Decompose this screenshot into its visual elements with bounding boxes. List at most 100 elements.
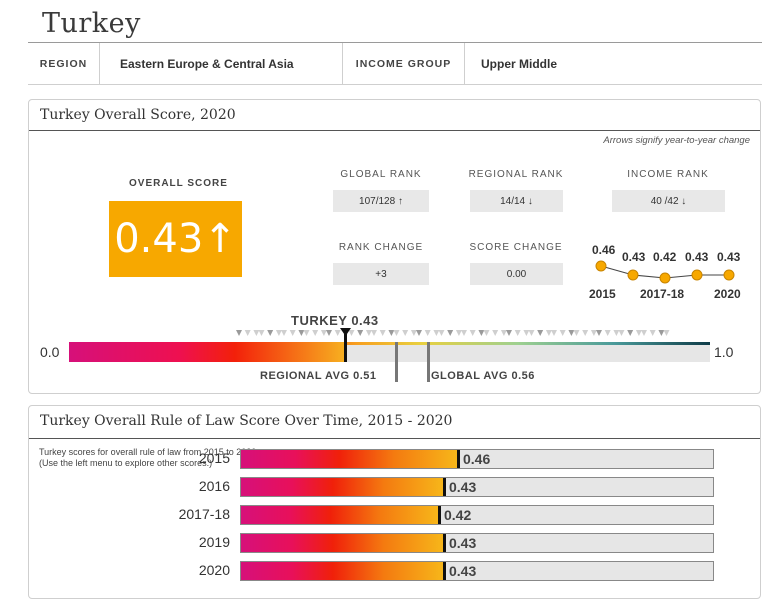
score-up-arrow-icon: ↑ [203,216,237,262]
history-score-marker [438,506,441,524]
country-distribution-marker [478,330,485,336]
country-distribution-marker [298,330,305,336]
score-change-value: 0.00 [470,263,563,285]
history-score-marker [443,562,446,580]
history-score-value: 0.43 [449,479,477,495]
global-rank-value: 107/128 ↑ [333,190,429,212]
global-avg-marker [427,342,430,382]
country-distribution-marker [469,330,476,336]
history-score-value: 0.42 [444,507,472,523]
history-score-marker [443,534,446,552]
regional-avg-marker [395,342,398,382]
overall-score-badge: 0.43 ↑ [109,201,242,277]
history-score-bar: 0.43 [240,477,714,497]
country-distribution-marker [388,330,395,336]
country-distribution-marker [528,330,535,336]
country-distribution-marker [658,330,665,336]
region-value: Eastern Europe & Central Asia [120,56,294,71]
trend-value-2015: 0.46 [592,243,616,257]
overall-card-title: Turkey Overall Score, 2020 [40,107,236,123]
country-triangle-icon [340,328,351,336]
trend-year-2017-18: 2017-18 [640,287,685,301]
country-distribution-markers [236,330,670,336]
trend-year-2020: 2020 [714,287,741,301]
income-label: INCOME GROUP [355,57,452,70]
history-score-bar: 0.42 [240,505,714,525]
country-distribution-marker [590,330,597,336]
history-score-fill [241,534,445,552]
country-distribution-marker [267,330,274,336]
trend-point [723,269,735,281]
history-year-label: 2015 [198,450,230,466]
country-distribution-marker [357,330,364,336]
history-score-fill [241,450,459,468]
country-distribution-marker [253,330,260,336]
country-distribution-marker [500,330,507,336]
income-label-cell: INCOME GROUP [343,43,465,84]
country-score-label: TURKEY 0.43 [291,313,379,328]
country-score-fill [69,342,345,362]
country-distribution-marker [416,330,422,336]
country-distribution-marker [506,330,512,336]
country-distribution-marker [627,330,634,336]
history-card-title: Turkey Overall Rule of Law Score Over Ti… [40,413,453,429]
country-distribution-marker [641,330,647,336]
country-distribution-marker [649,330,656,336]
country-distribution-marker [596,330,602,336]
title-divider [28,42,762,43]
score-change-label: SCORE CHANGE [469,242,563,253]
trend-value-2020: 0.43 [717,250,741,264]
country-distribution-marker [365,330,372,336]
country-distribution-marker [258,330,265,336]
region-label: REGION [39,57,88,70]
history-score-marker [443,478,446,496]
history-card-divider [29,438,760,439]
trend-value-2019: 0.43 [685,250,709,264]
region-value-cell: Eastern Europe & Central Asia [100,43,343,84]
country-distribution-marker [438,330,445,336]
country-distribution-marker [492,330,499,336]
trend-point [659,272,671,284]
scale-max-label: 1.0 [714,344,734,360]
history-score-fill [241,478,445,496]
scale-gradient-strip [69,342,710,345]
history-year-label: 2017-18 [178,506,230,522]
overall-score-label: OVERALL SCORE [129,178,228,189]
region-label-cell: REGION [28,43,100,84]
country-distribution-marker [604,330,611,336]
country-distribution-marker [402,330,409,336]
trend-point [627,269,639,281]
country-distribution-marker [289,330,296,336]
history-score-value: 0.43 [449,535,477,551]
country-distribution-marker [514,330,521,336]
trend-dots [595,260,735,284]
country-distribution-marker [433,330,440,336]
country-distribution-marker [320,330,327,336]
history-description: Turkey scores for overall rule of law fr… [39,447,259,468]
country-distribution-marker [244,330,251,336]
trend-point [691,269,703,281]
income-value: Upper Middle [481,56,558,71]
history-year-label: 2016 [198,478,230,494]
income-rank-label: INCOME RANK [627,169,709,180]
history-score-bar: 0.43 [240,533,714,553]
country-distribution-marker [236,330,242,336]
page-title: Turkey [42,8,141,39]
history-year-label: 2020 [198,562,230,578]
country-distribution-marker [537,330,544,336]
income-rank-value: 40 /42 ↓ [612,190,725,212]
income-value-cell: Upper Middle [465,43,665,84]
country-distribution-marker [551,330,557,336]
country-distribution-marker [559,330,566,336]
country-distribution-marker [410,330,417,336]
country-distribution-marker [371,330,377,336]
trend-point [595,260,607,272]
country-distribution-marker [379,330,386,336]
history-score-fill [241,506,440,524]
rank-change-label: RANK CHANGE [338,242,424,253]
country-distribution-marker [613,330,620,336]
trend-value-2017-18: 0.42 [653,250,677,264]
country-distribution-marker [568,330,575,336]
trend-value-2016: 0.43 [622,250,646,264]
country-distribution-marker [334,330,341,336]
